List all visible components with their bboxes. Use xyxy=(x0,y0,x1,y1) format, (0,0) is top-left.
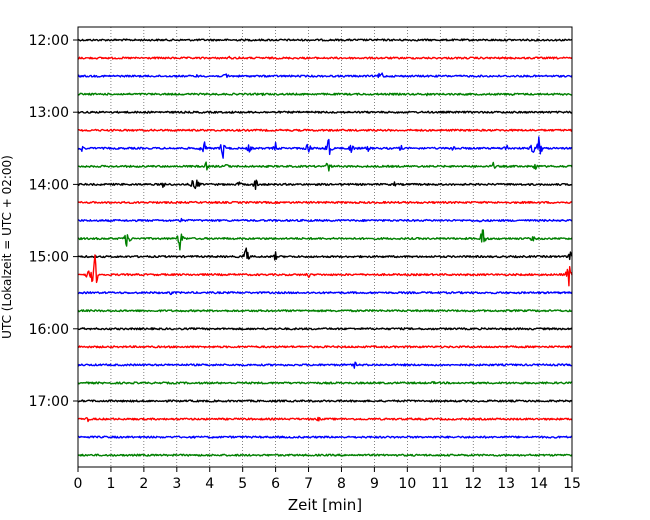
x-axis-label: Zeit [min] xyxy=(288,496,362,514)
x-tick-label: 1 xyxy=(106,476,115,492)
x-tick-label: 4 xyxy=(205,476,214,492)
x-tick-label: 9 xyxy=(370,476,379,492)
seismogram-trace xyxy=(77,416,573,423)
y-tick-label: 13:00 xyxy=(29,105,69,121)
seismogram-trace xyxy=(77,345,573,349)
y-tick-label: 15:00 xyxy=(29,250,69,266)
x-tick-label: 3 xyxy=(172,476,181,492)
trace-group xyxy=(77,38,573,457)
y-tick-label: 16:00 xyxy=(29,322,69,338)
x-tick-label: 14 xyxy=(530,476,548,492)
x-tick-label: 0 xyxy=(74,476,83,492)
x-tick-label: 15 xyxy=(563,476,581,492)
x-tick-label: 13 xyxy=(497,476,515,492)
seismogram-trace xyxy=(77,55,573,60)
seismogram-trace xyxy=(77,453,573,457)
x-tick-label: 6 xyxy=(271,476,280,492)
x-tick-label: 5 xyxy=(238,476,247,492)
seismogram-trace xyxy=(77,200,573,205)
vertical-grid xyxy=(110,27,540,467)
seismogram-trace xyxy=(77,161,573,172)
x-tick-label: 12 xyxy=(464,476,482,492)
seismogram-trace xyxy=(77,179,573,190)
x-tick-label: 10 xyxy=(398,476,416,492)
y-tick-label: 14:00 xyxy=(29,177,69,193)
seismogram-trace xyxy=(77,254,573,287)
x-tick-label: 7 xyxy=(304,476,313,492)
seismogram-trace xyxy=(77,435,573,439)
seismogram-trace xyxy=(77,72,573,79)
y-axis-label: UTC (Lokalzeit = UTC + 02:00) xyxy=(0,155,14,339)
y-axis-ticks: 12:00 13:00 14:00 15:00 16:00 17:00 xyxy=(29,33,78,410)
y-tick-label: 12:00 xyxy=(29,33,69,49)
seismogram-trace xyxy=(77,110,573,114)
seismogram-trace xyxy=(77,128,573,132)
seismogram-trace xyxy=(77,399,573,403)
x-tick-label: 2 xyxy=(139,476,148,492)
x-tick-label: 8 xyxy=(337,476,346,492)
seismogram-trace xyxy=(77,136,573,159)
y-tick-label: 17:00 xyxy=(29,394,69,410)
seismogram-trace xyxy=(77,380,573,385)
seismogram-trace xyxy=(77,38,573,42)
x-tick-label: 11 xyxy=(431,476,449,492)
seismogram-trace xyxy=(77,229,573,251)
seismogram-trace xyxy=(77,309,573,313)
seismogram-trace xyxy=(77,327,573,331)
seismogram-trace xyxy=(77,92,573,97)
x-axis-ticks: 0 1 2 3 4 5 6 7 8 9 10 11 12 13 14 15 xyxy=(74,467,581,492)
seismogram-trace xyxy=(77,217,573,223)
plot-frame xyxy=(77,26,573,468)
seismogram-trace xyxy=(77,247,573,261)
seismogram-trace xyxy=(77,361,573,369)
seismogram-trace xyxy=(77,291,573,296)
